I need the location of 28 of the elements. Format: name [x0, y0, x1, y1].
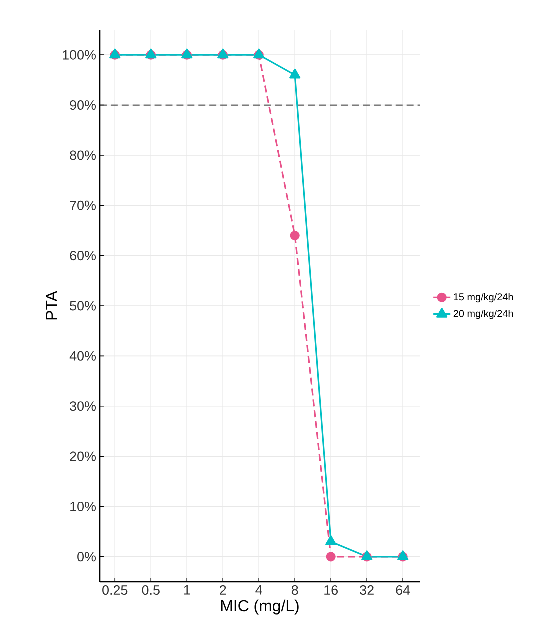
x-tick-label: 32	[360, 586, 374, 596]
y-tick-label: 90%	[70, 100, 96, 110]
y-tick-label: 0%	[78, 552, 96, 562]
y-tick-label: 10%	[70, 502, 96, 512]
legend-label: 15 mg/kg/24h	[454, 293, 514, 303]
point	[290, 230, 300, 241]
y-tick-label: 30%	[70, 402, 96, 412]
x-tick-label: 16	[324, 586, 338, 596]
x-tick-label: 0.25	[102, 586, 128, 596]
legend-label: 20 mg/kg/24h	[454, 310, 514, 320]
y-tick-label: 70%	[70, 200, 96, 210]
x-tick-label: 8	[292, 586, 298, 596]
y-tick-label: 20%	[70, 452, 96, 462]
y-axis-title: PTA	[46, 291, 58, 320]
y-tick-label: 80%	[70, 150, 96, 160]
point	[290, 68, 301, 79]
y-tick-label: 50%	[70, 301, 96, 311]
x-tick-label: 2	[220, 586, 226, 595]
x-tick-label: 64	[396, 586, 410, 596]
y-tick-label: 100%	[63, 50, 96, 60]
x-tick-label: 4	[256, 586, 262, 595]
x-axis-title: MIC (mg/L)	[221, 600, 299, 615]
x-tick-label: 1	[184, 586, 190, 595]
x-tick-label: 0.5	[142, 586, 160, 596]
point	[326, 552, 336, 562]
point	[326, 536, 337, 546]
y-tick-label: 40%	[70, 351, 96, 361]
y-tick-label: 60%	[70, 251, 96, 261]
